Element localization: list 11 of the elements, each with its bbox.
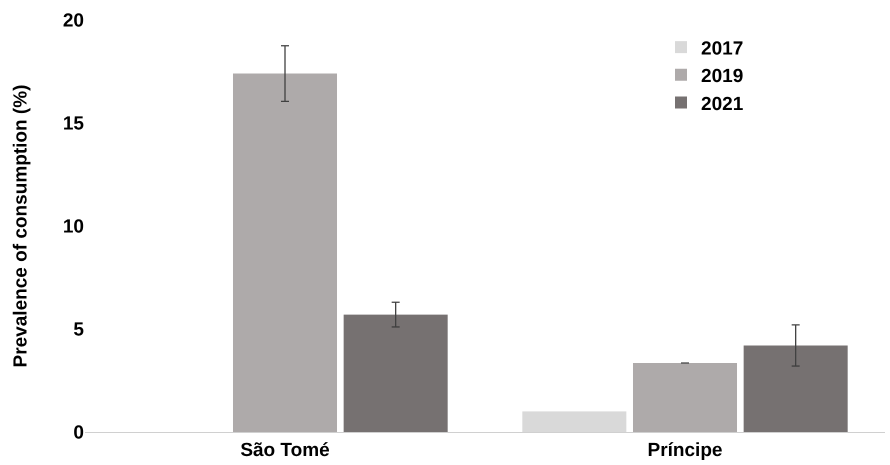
- y-tick-label: 5: [73, 320, 84, 341]
- y-axis-title: Prevalence of consumption (%): [10, 84, 32, 368]
- y-tick-label: 10: [62, 216, 84, 238]
- y-tick-label: 20: [62, 10, 84, 32]
- x-tick-label: Príncipe: [648, 440, 722, 461]
- y-tick-label: 15: [62, 114, 84, 135]
- legend-label: 2019: [701, 66, 744, 88]
- x-tick-label: São Tomé: [240, 440, 330, 461]
- legend-label: 2021: [701, 94, 744, 115]
- y-tick-label: 0: [73, 422, 84, 444]
- legend-label: 2017: [701, 38, 744, 60]
